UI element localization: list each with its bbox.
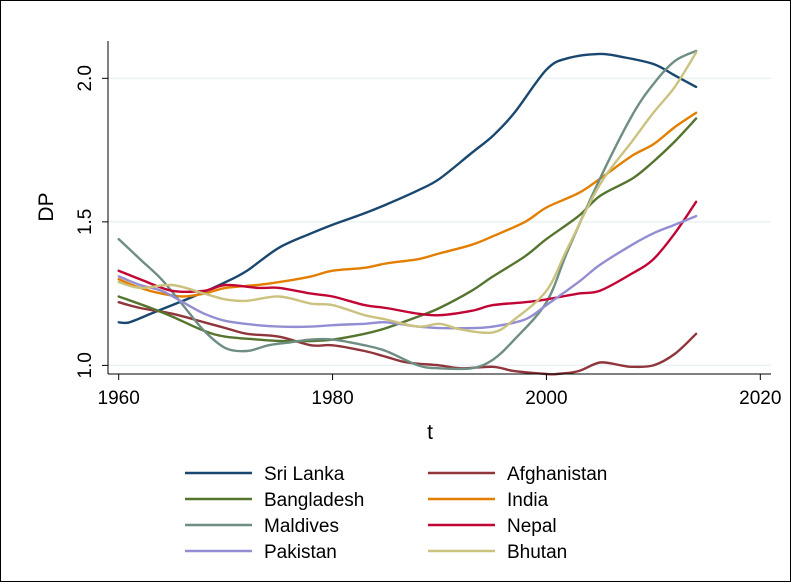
series-line-nepal — [117, 200, 698, 317]
legend-label-pakistan: Pakistan — [264, 542, 337, 563]
y-tick-label: 1.5 — [75, 209, 96, 235]
legend-label-sri-lanka: Sri Lanka — [264, 464, 345, 485]
series-line-bhutan — [117, 51, 698, 335]
x-tick-label: 1960 — [98, 388, 140, 409]
legend-label-india: India — [507, 490, 549, 511]
x-axis-label: t — [427, 421, 433, 444]
series-lines — [117, 49, 698, 376]
y-ticks: 1.0 1.5 2.0 — [75, 65, 108, 379]
x-tick-label: 2020 — [739, 388, 781, 409]
legend-label-maldives: Maldives — [264, 516, 339, 537]
legend-label-bangladesh: Bangladesh — [264, 490, 364, 511]
legend: Sri Lanka Afghanistan Bangladesh India Maldi… — [185, 464, 607, 563]
y-tick-label: 2.0 — [75, 65, 96, 91]
series-line-bangladesh — [117, 117, 698, 343]
series-line-sri-lanka — [117, 52, 698, 325]
y-axis-label: DP — [35, 192, 58, 221]
series-line-afghanistan — [117, 301, 698, 376]
legend-label-afghanistan: Afghanistan — [507, 464, 607, 485]
x-tick-label: 2000 — [525, 388, 567, 409]
x-tick-label: 1980 — [311, 388, 353, 409]
axes — [107, 41, 771, 375]
legend-label-nepal: Nepal — [507, 516, 557, 537]
y-tick-label: 1.0 — [75, 352, 96, 378]
series-line-india — [117, 111, 698, 298]
legend-label-bhutan: Bhutan — [507, 542, 567, 563]
x-ticks: 1960 1980 2000 2020 — [98, 374, 781, 409]
series-line-maldives — [117, 49, 698, 371]
